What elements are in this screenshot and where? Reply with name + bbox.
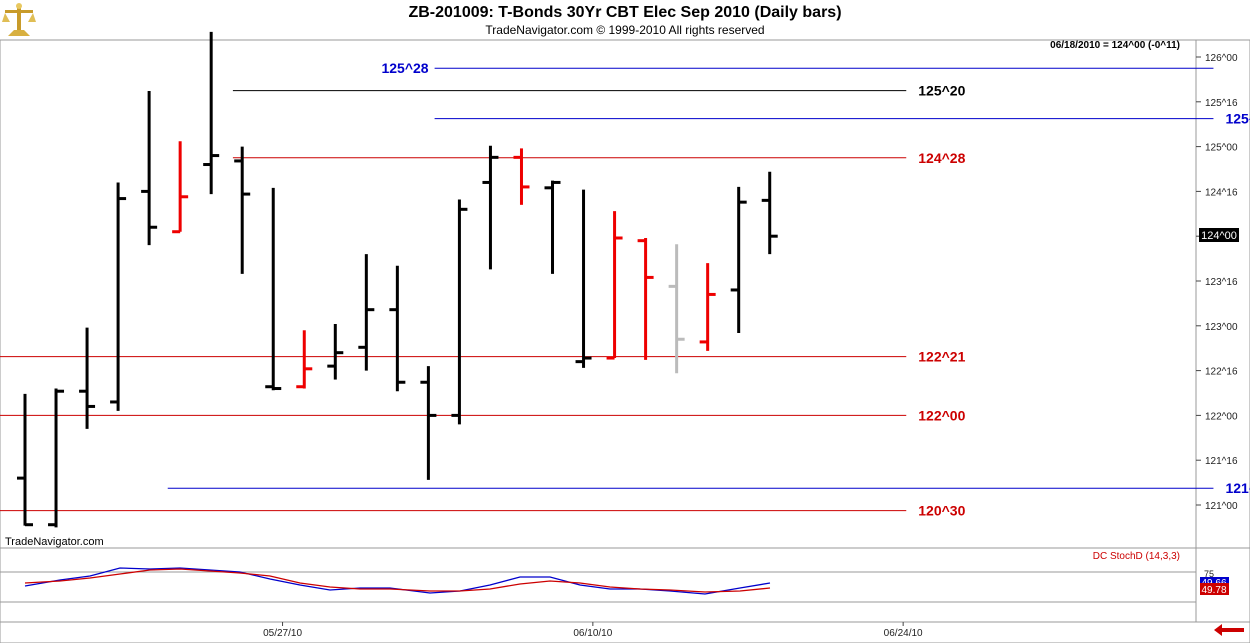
ohlc-bar (389, 265, 406, 392)
y-tick-label: 123^16 (1205, 277, 1238, 288)
ohlc-bar (761, 171, 778, 255)
ohlc-bar (327, 324, 344, 380)
last-price-marker: 124^00 (1199, 228, 1239, 242)
ohlc-bar (17, 393, 33, 527)
ohlc-bar (482, 145, 499, 270)
ohlc-bar (141, 91, 158, 246)
y-tick-label: 123^00 (1205, 322, 1238, 333)
ohlc-bar (203, 31, 220, 195)
ohlc-bar (234, 146, 251, 274)
ohlc-bar (575, 189, 592, 368)
ohlc-bar (606, 211, 623, 360)
x-tick-label: 06/24/10 (884, 628, 923, 639)
ohlc-bar (637, 237, 654, 360)
ohlc-bar (358, 254, 375, 371)
chart-header: ZB-201009: T-Bonds 30Yr CBT Elec Sep 201… (0, 0, 1250, 40)
y-tick-label: 126^00 (1205, 53, 1238, 64)
chart-subtitle: TradeNavigator.com © 1999-2010 All right… (485, 23, 765, 37)
indicator-name: DC StochD (14,3,3) (1093, 551, 1180, 562)
level-label: 125^20 (918, 83, 965, 99)
plot-area-frame (0, 39, 1250, 643)
last-price-label: 124^00 (1201, 230, 1237, 242)
y-tick-label: 124^16 (1205, 187, 1238, 198)
stoch-slow-value: 49.78 (1201, 585, 1226, 596)
ohlc-bar (420, 366, 437, 480)
ohlc-bar (48, 388, 65, 528)
indicator-pane: DC StochD (14,3,3) 75 49.66 49.78 (0, 551, 1229, 603)
indicator-level-label: 75 (1204, 569, 1214, 579)
ohlc-bar (79, 327, 96, 429)
scroll-left-arrow-icon[interactable] (1214, 624, 1244, 636)
ohlc-bar (668, 244, 685, 374)
x-tick-label: 05/27/10 (263, 628, 302, 639)
y-tick-label: 121^00 (1205, 501, 1238, 512)
ohlc-bar (513, 148, 530, 205)
ohlc-bar (110, 182, 127, 411)
ohlc-bar (296, 330, 313, 389)
stoch-fast-value-box (1200, 577, 1229, 588)
y-tick-label: 122^16 (1205, 367, 1238, 378)
y-tick-label: 125^00 (1205, 143, 1238, 154)
x-tick-label: 06/10/10 (573, 628, 612, 639)
ohlc-bar (544, 180, 561, 274)
info-readout: 06/18/2010 = 124^00 (-0^11) (1050, 40, 1180, 51)
balance-scale-logo-icon (2, 3, 36, 36)
level-label: 125^28 (381, 60, 428, 76)
ohlc-bar (730, 186, 747, 333)
y-tick-label: 121^16 (1205, 456, 1238, 467)
watermark: TradeNavigator.com (5, 536, 104, 548)
level-label: 122^21 (918, 349, 965, 365)
level-lines: 125^28 125^20 125^10 124^28 122^21 122^00 121^… (0, 60, 1250, 519)
level-label: 120^30 (918, 503, 965, 519)
stoch-slow-value-box (1200, 583, 1229, 595)
level-label: 122^00 (918, 407, 965, 423)
stoch-slow-line (24, 568, 771, 593)
date-axis: 05/27/10 06/10/10 06/24/10 (263, 622, 923, 639)
level-label: 121^06 (1225, 480, 1250, 496)
level-label: 125^10 (1225, 111, 1250, 127)
ohlc-bar (451, 199, 468, 425)
ohlc-bar (699, 263, 716, 351)
ohlc-bar (265, 187, 282, 391)
chart-title: ZB-201009: T-Bonds 30Yr CBT Elec Sep 201… (408, 4, 842, 21)
y-tick-label: 122^00 (1205, 411, 1238, 422)
level-label: 124^28 (918, 150, 965, 166)
ohlc-bar (172, 141, 189, 234)
price-bars (17, 31, 778, 528)
y-tick-label: 125^16 (1205, 98, 1238, 109)
price-axis: 121^00 121^16 122^00 122^16 123^00 123^16 124^… (1196, 53, 1238, 512)
